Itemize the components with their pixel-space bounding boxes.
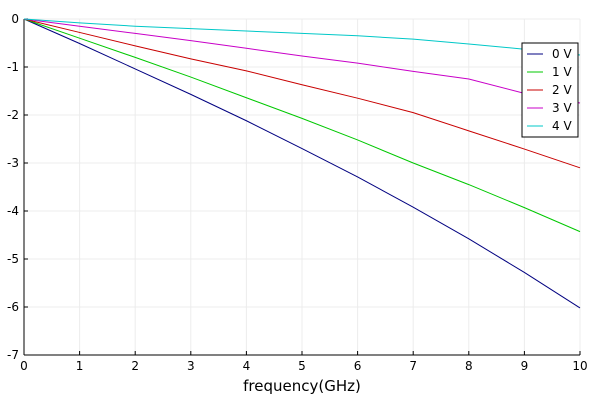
- legend: 0 V 1 V 2 V 3 V 4 V: [521, 42, 579, 138]
- x-tick-label: 2: [131, 359, 139, 373]
- legend-label-0: 0 V: [552, 47, 572, 61]
- x-tick-label: 7: [409, 359, 417, 373]
- axes: 0 1 2 3 4 5 6 7 8 9 10 0 -1 -2 -3 -4 -5 -6 -7: [7, 12, 588, 373]
- legend-label-3: 3 V: [552, 101, 572, 115]
- x-tick-label: 3: [187, 359, 195, 373]
- x-tick-label: 10: [572, 359, 587, 373]
- x-tick-label: 8: [465, 359, 473, 373]
- series-line-3: [23, 18, 581, 104]
- series-line-4: [23, 18, 581, 56]
- y-tick-label: -5: [7, 252, 19, 266]
- y-tick-label: -2: [7, 108, 19, 122]
- y-tick-label: -6: [7, 300, 19, 314]
- y-tick-label: -1: [7, 60, 19, 74]
- series-line-0: [23, 18, 581, 309]
- legend-label-4: 4 V: [552, 119, 572, 133]
- x-tick-label: 0: [20, 359, 28, 373]
- legend-label-2: 2 V: [552, 83, 572, 97]
- legend-label-1: 1 V: [552, 65, 572, 79]
- x-tick-label: 9: [521, 359, 529, 373]
- y-tick-label: -7: [7, 348, 19, 362]
- x-tick-label: 1: [76, 359, 84, 373]
- series-line-1: [23, 18, 581, 233]
- series-lines: [23, 18, 581, 309]
- series-line-2: [23, 18, 581, 169]
- x-tick-label: 4: [243, 359, 251, 373]
- x-tick-label: 5: [298, 359, 306, 373]
- y-tick-label: 0: [11, 12, 19, 26]
- x-tick-label: 6: [354, 359, 362, 373]
- x-axis-label: frequency(GHz): [243, 377, 361, 395]
- grid: [23, 18, 581, 356]
- y-tick-label: -3: [7, 156, 19, 170]
- y-tick-label: -4: [7, 204, 19, 218]
